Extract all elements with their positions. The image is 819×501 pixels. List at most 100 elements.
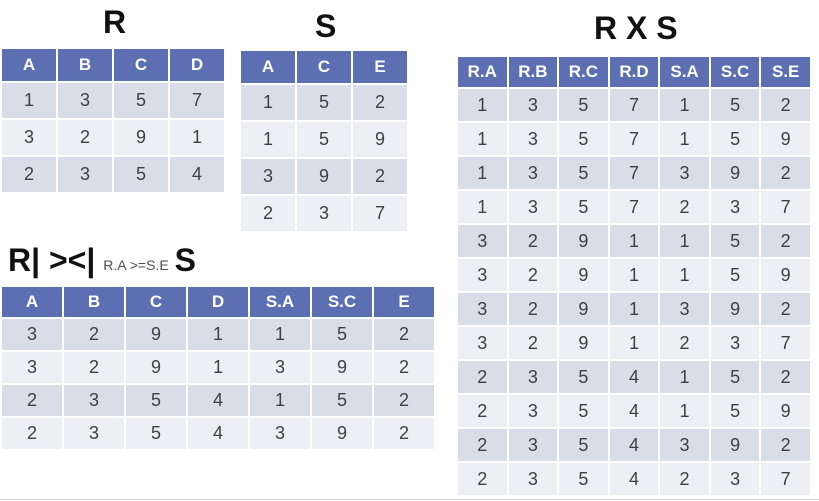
table-cell: 7 [609,123,659,155]
table-cell: 5 [559,395,608,427]
table-cell: 4 [188,418,248,449]
table-cell: 5 [710,89,760,121]
table-cell: 2 [508,225,558,257]
table-cell: 9 [312,418,372,449]
table-cell: 2 [508,327,558,359]
table-cell: 5 [710,225,760,257]
column-header: D [170,49,224,81]
table-cell: 2 [458,429,507,461]
table-cell: 5 [559,89,608,121]
table-cell: 2 [353,159,407,194]
table-cell: 5 [710,361,760,393]
table-cell: 4 [609,395,659,427]
table-cell: 2 [458,361,507,393]
column-header: C [114,49,168,81]
table-cell: 5 [126,385,186,416]
table-cell: 2 [458,463,507,495]
table-cell: 3 [458,293,507,325]
table-cell: 2 [64,319,124,350]
table-cell: 2 [374,385,434,416]
column-header: B [64,287,124,317]
table-cell: 3 [64,385,124,416]
table-cell: 9 [559,327,608,359]
table-cell: 4 [188,385,248,416]
table-cell: 9 [559,259,608,291]
table-cell: 5 [312,319,372,350]
table-cell: 5 [559,157,608,189]
column-header: R.A [458,57,507,87]
table-cell: 5 [710,123,760,155]
table-cell: 3 [64,418,124,449]
column-header: A [2,49,56,81]
table-cell: 5 [126,418,186,449]
table-cell: 3 [250,418,310,449]
table-cell: 4 [609,463,659,495]
table-r-title: R [103,4,127,40]
column-header: D [188,287,248,317]
table-cell: 1 [170,120,224,155]
table-cell: 3 [2,352,62,383]
table-cell: 5 [297,122,351,157]
product-title: R X S [594,10,678,46]
table-cell: 3 [58,157,112,192]
column-header: R.B [508,57,558,87]
column-header: C [126,287,186,317]
table-cell: 3 [660,429,709,461]
join-symbol: | ><| [31,242,96,278]
table-cell: 5 [559,123,608,155]
table-cell: 3 [458,259,507,291]
table-cell: 3 [710,327,760,359]
table-cell: 3 [710,463,760,495]
table-cell: 5 [297,85,351,120]
table-cell: 2 [458,395,507,427]
table-cell: 2 [761,157,810,189]
table-cell: 1 [609,327,659,359]
table-cell: 3 [508,191,558,223]
table-cell: 1 [609,259,659,291]
column-header: R.C [559,57,608,87]
table-cell: 5 [559,463,608,495]
table-cell: 2 [374,418,434,449]
table-cell: 2 [761,361,810,393]
table-cell: 7 [761,463,810,495]
table-cell: 2 [660,191,709,223]
table-cell: 2 [353,85,407,120]
table-cell: 3 [508,429,558,461]
table-cell: 3 [508,89,558,121]
table-cell: 1 [458,123,507,155]
column-header: S.A [250,287,310,317]
join-right-operand: S [174,242,196,278]
table-cell: 2 [508,293,558,325]
column-header: E [353,51,407,83]
table-cell: 9 [559,225,608,257]
column-header: S.C [710,57,760,87]
table-cell: 2 [2,157,56,192]
column-header: B [58,49,112,81]
table-cell: 1 [609,225,659,257]
table-cell: 5 [559,429,608,461]
table-cell: 9 [559,293,608,325]
column-header: S.A [660,57,709,87]
table-cell: 2 [58,120,112,155]
table-cell: 1 [250,385,310,416]
table-cell: 9 [710,293,760,325]
table-cell: 3 [710,191,760,223]
table-cell: 3 [508,123,558,155]
column-header: C [297,51,351,83]
